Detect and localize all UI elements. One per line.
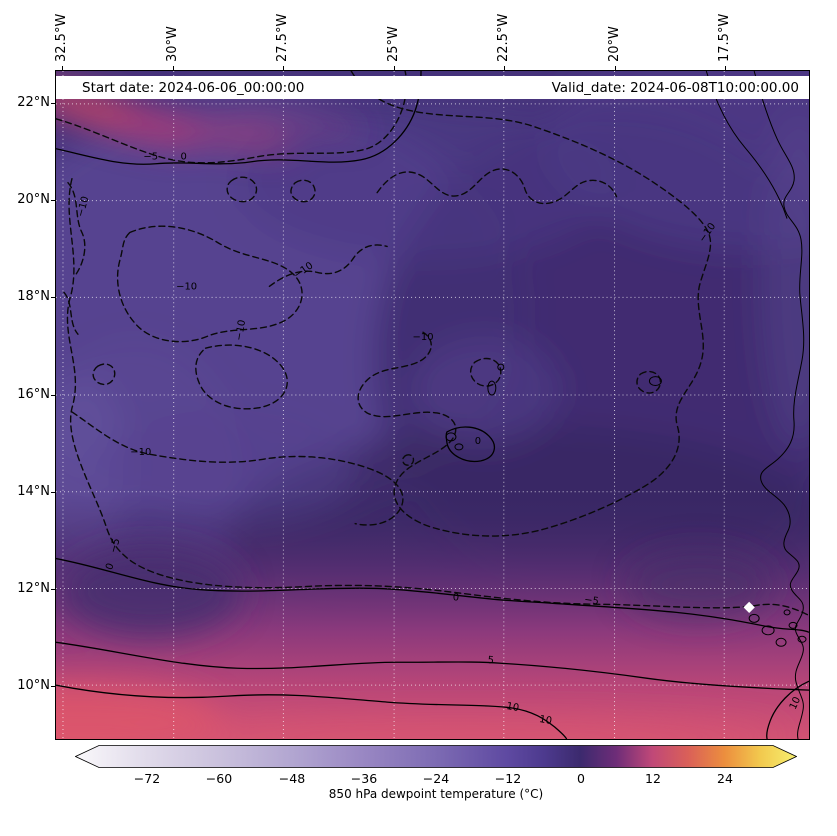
colorbar-tick-label: −36 xyxy=(350,771,378,786)
contour-label: 5 xyxy=(487,655,494,667)
contour-label: −5 xyxy=(143,152,158,163)
contour-label: −10 xyxy=(130,447,151,458)
x-tick-label: 25°W xyxy=(386,26,401,62)
map-plot: −5 0 −10 −10 −10 −10 −10 −10 −10 0 −5 0 … xyxy=(55,70,810,740)
y-tick xyxy=(51,297,55,298)
contour-label: 0 xyxy=(104,562,117,572)
dewpoint-field xyxy=(56,71,809,739)
contour-label: −10 xyxy=(412,332,433,343)
title-bar: Start date: 2024-06-06_00:00:00 Valid_da… xyxy=(56,76,809,99)
contour-label: 0 xyxy=(452,592,459,603)
contour-label: −10 xyxy=(75,195,91,218)
colorbar-tick-label: −24 xyxy=(422,771,450,786)
x-tick-label: 32.5°W xyxy=(54,13,69,62)
colorbar-tick-label: −48 xyxy=(278,771,306,786)
colorbar-tick-label: 0 xyxy=(577,771,585,786)
colorbar-tick-label: 24 xyxy=(717,771,733,786)
x-tick xyxy=(504,66,505,70)
y-tick xyxy=(51,395,55,396)
y-tick-label: 14°N xyxy=(17,484,50,499)
y-tick-label: 20°N xyxy=(17,192,50,207)
y-tick xyxy=(51,589,55,590)
x-tick-label: 20°W xyxy=(607,26,622,62)
contour-label: −10 xyxy=(234,319,248,342)
contour-label: 0 xyxy=(475,436,481,447)
x-tick xyxy=(725,66,726,70)
y-tick xyxy=(51,492,55,493)
colorbar-label: 850 hPa dewpoint temperature (°C) xyxy=(328,787,544,801)
map-canvas: −5 0 −10 −10 −10 −10 −10 −10 −10 0 −5 0 … xyxy=(56,71,809,739)
colorbar-tick-label: −72 xyxy=(133,771,161,786)
valid-date-text: Valid_date: 2024-06-08T10:00:00.00 xyxy=(551,79,799,96)
contour-label: 0 xyxy=(180,152,186,163)
contour-label: 10 xyxy=(538,714,552,727)
y-tick-label: 16°N xyxy=(17,387,50,402)
colorbar-tick-label: 12 xyxy=(645,771,661,786)
x-tick xyxy=(62,66,63,70)
solid-contours xyxy=(56,71,809,739)
contour-label: 10 xyxy=(505,701,519,714)
colorbar xyxy=(75,745,797,768)
x-tick xyxy=(615,66,616,70)
x-tick xyxy=(173,66,174,70)
contour-label: 10 xyxy=(788,695,803,711)
y-tick-label: 18°N xyxy=(17,289,50,304)
contour-label: −10 xyxy=(176,281,197,292)
y-tick xyxy=(51,686,55,687)
x-tick xyxy=(394,66,395,70)
x-tick-label: 17.5°W xyxy=(717,13,732,62)
y-tick-label: 22°N xyxy=(17,95,50,110)
start-date-text: Start date: 2024-06-06_00:00:00 xyxy=(82,79,305,96)
x-tick-label: 22.5°W xyxy=(496,13,511,62)
contour-label: −5 xyxy=(108,537,122,554)
y-tick-label: 12°N xyxy=(17,581,50,596)
colorbar-tick-label: −60 xyxy=(205,771,233,786)
y-tick xyxy=(51,200,55,201)
dashed-contours xyxy=(56,71,809,617)
y-tick xyxy=(51,103,55,104)
colorbar-gradient xyxy=(75,745,797,768)
x-tick-label: 27.5°W xyxy=(275,13,290,62)
colorbar-tick-label: −12 xyxy=(494,771,522,786)
x-tick xyxy=(283,66,284,70)
y-tick-label: 10°N xyxy=(17,678,50,693)
contour-label: −5 xyxy=(583,594,599,607)
x-tick-label: 30°W xyxy=(165,26,180,62)
